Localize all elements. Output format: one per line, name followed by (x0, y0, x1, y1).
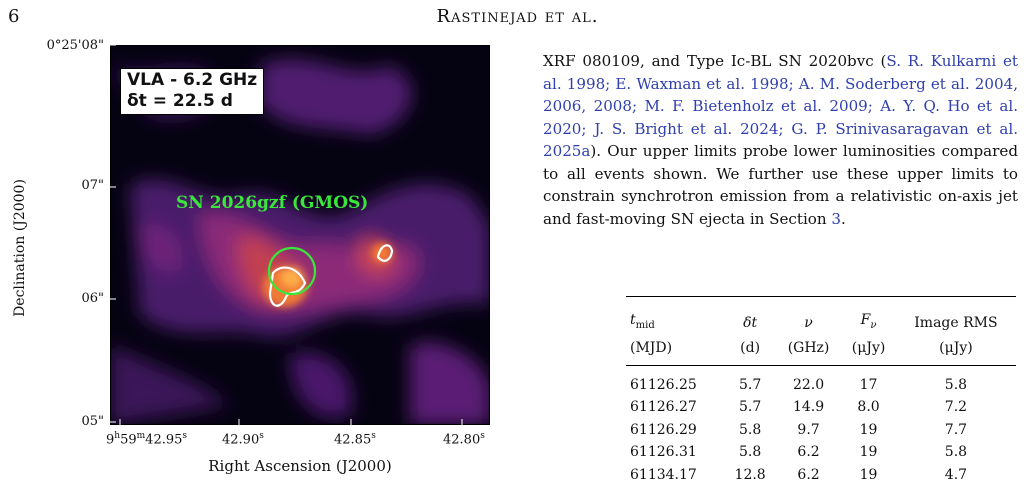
x-axis-label: Right Ascension (J2000) (208, 457, 392, 475)
table-cell: 17 (859, 376, 878, 393)
unit-cell: (μJy) (895, 336, 1016, 366)
table-cell: 8.0 (857, 399, 880, 416)
body-paragraph: XRF 080109, and Type Ic-BL SN 2020bvc (S… (543, 50, 1018, 230)
table-cell: 61134.17 (630, 466, 697, 483)
sn-source-label: SN 2026gzf (GMOS) (176, 193, 369, 213)
table-cell: 22.0 (792, 376, 825, 393)
unit-cell: (GHz) (775, 336, 842, 366)
y-tick-label: 0°25'08" (46, 38, 104, 53)
table-cell: 6.2 (797, 444, 820, 461)
col-header-dt: δt (724, 295, 776, 337)
table-cell: 7.7 (944, 421, 968, 438)
table-cell: 5.8 (738, 444, 762, 461)
sn-position-circle (267, 246, 317, 296)
table-cell: 61126.25 (630, 376, 697, 393)
inset-epoch-label: δt = 22.5 d (127, 91, 233, 111)
col-header-tmid: tmid (626, 295, 725, 337)
x-tick-label: 42.85s (334, 431, 376, 448)
col-header-rms: Image RMS (895, 295, 1016, 337)
para-tail: . (841, 209, 846, 228)
table-cell: 61126.29 (630, 421, 697, 438)
table-cell: 7.2 (944, 399, 968, 416)
running-head-text: Rastinejad et al. (436, 6, 599, 27)
y-axis-label: Declination (J2000) (12, 179, 28, 317)
table-cell: 12.8 (734, 466, 766, 483)
table-cell: 19 (859, 444, 878, 461)
para-lead: XRF 080109, and Type Ic-BL SN 2020bvc ( (543, 52, 887, 70)
table-cell: 9.7 (797, 421, 820, 438)
x-tick-label: 42.90s (222, 431, 264, 448)
table-header-row: tmid δt ν Fν Image RMS (626, 295, 1016, 337)
table-units-row: (MJD) (d) (GHz) (μJy) (μJy) (626, 336, 1016, 366)
table-cell: 5.8 (944, 444, 968, 461)
table-cell: 5.8 (738, 421, 762, 438)
table-cell: 4.7 (944, 466, 968, 483)
col-header-nu: ν (775, 295, 842, 337)
col-header-flux: Fν (841, 295, 896, 337)
section-link[interactable]: 3 (831, 209, 841, 228)
contour-secondary (376, 244, 394, 262)
y-tick-label: 05" (81, 414, 104, 429)
unit-cell: (MJD) (626, 336, 725, 366)
table-cell: 5.7 (738, 376, 762, 393)
table-cell: 5.8 (944, 376, 968, 393)
table-cell: 61126.31 (630, 444, 697, 461)
unit-cell: (d) (724, 336, 776, 366)
inset-band-label: VLA - 6.2 GHz (127, 70, 258, 90)
table-cell: 19 (859, 466, 878, 483)
table-row: 61126.31 5.8 6.2 19 5.8 (626, 441, 1016, 464)
citation-list[interactable]: S. R. Kulkarni et al. 1998; E. Waxman et… (543, 52, 1018, 160)
table-row: 61126.27 5.7 14.9 8.0 7.2 (626, 396, 1016, 419)
table-cell: 5.7 (738, 399, 762, 416)
x-tick-label: 9h59m42.95s (106, 431, 188, 448)
contour-main (268, 266, 307, 307)
table-body: 61126.25 5.7 22.0 17 5.8 61126.27 5.7 14.9 8.0 7.… (626, 365, 1016, 486)
table-cell: 6.2 (797, 466, 820, 483)
y-tick-label: 06" (81, 291, 104, 306)
observations-table: tmid δt ν Fν Image RMS (MJD) (d) (GHz) (… (626, 295, 1016, 486)
unit-cell: (μJy) (841, 336, 896, 366)
table-cell: 61126.27 (630, 399, 697, 416)
para-body: ). Our upper limits probe lower luminosi… (543, 142, 1018, 228)
inset-label-box: VLA - 6.2 GHz δt = 22.5 d (120, 68, 265, 115)
table-cell: 19 (859, 421, 878, 438)
running-head: Rastinejad et al. (0, 6, 1035, 27)
table-row: 61126.25 5.7 22.0 17 5.8 (626, 365, 1016, 396)
table-row: 61126.29 5.8 9.7 19 7.7 (626, 419, 1016, 442)
table-row: 61134.17 12.8 6.2 19 4.7 (626, 464, 1016, 487)
y-tick-label: 07" (81, 178, 104, 193)
x-tick-label: 42.80s (443, 431, 485, 448)
table-cell: 14.9 (792, 399, 825, 416)
page-number: 6 (8, 6, 20, 27)
